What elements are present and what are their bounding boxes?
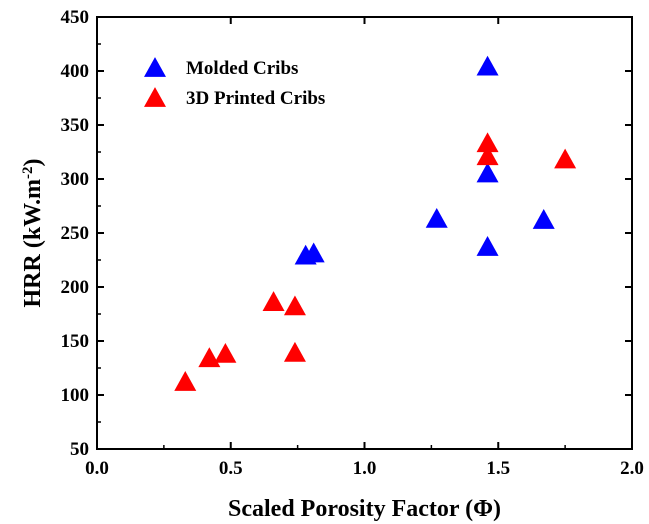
molded-crib-point [532, 209, 555, 229]
y-axis-ticks: 50 100 150 200 250 300 350 400 450 [61, 7, 632, 460]
molded-crib-point [302, 242, 325, 263]
plot-area-frame [96, 16, 633, 450]
x-axis-ticks: 0.0 0.5 1.0 1.5 2.0 [85, 17, 644, 479]
legend: Molded Cribs 3D Printed Cribs [144, 57, 325, 109]
printed-crib-point [476, 145, 499, 166]
y-tick-label: 300 [61, 169, 90, 190]
printed-crib-point [283, 341, 306, 362]
molded-crib-point [425, 207, 448, 228]
data-points [174, 55, 577, 391]
x-tick-label: 1.5 [486, 458, 510, 479]
y-tick-label: 150 [61, 331, 90, 352]
printed-crib-point [262, 291, 285, 311]
y-tick-label: 200 [61, 277, 90, 298]
printed-crib-point [476, 132, 499, 153]
y-tick-label: 350 [61, 115, 90, 136]
y-axis-label-superscript: -2 [20, 167, 36, 180]
molded-crib-point [476, 162, 499, 183]
legend-marker-printed-cribs [144, 87, 166, 107]
printed-crib-point [174, 371, 197, 391]
y-axis-label-main: HRR (kW.m [20, 179, 46, 307]
y-tick-label: 400 [61, 61, 90, 82]
molded-crib-point [476, 55, 499, 76]
y-axis-label-suffix: ) [20, 159, 46, 167]
x-tick-label: 2.0 [620, 458, 644, 479]
printed-crib-point [198, 347, 221, 368]
legend-marker-molded-cribs [144, 57, 166, 77]
molded-crib-point [476, 236, 499, 256]
printed-crib-point [214, 342, 237, 363]
y-axis-label: HRR (kW.m-2) [20, 159, 46, 308]
y-tick-label: 50 [70, 439, 89, 460]
printed-crib-point [283, 295, 306, 316]
y-tick-label: 100 [61, 385, 90, 406]
legend-label-printed-cribs: 3D Printed Cribs [186, 88, 325, 109]
y-tick-label: 450 [61, 7, 90, 28]
x-axis-label: Scaled Porosity Factor (Φ) [228, 496, 501, 522]
y-tick-label: 250 [61, 223, 90, 244]
printed-crib-point [554, 148, 577, 169]
x-tick-label: 1.0 [353, 458, 377, 479]
x-tick-label: 0.0 [85, 458, 109, 479]
legend-label-molded-cribs: Molded Cribs [186, 58, 298, 79]
x-tick-label: 0.5 [219, 458, 243, 479]
